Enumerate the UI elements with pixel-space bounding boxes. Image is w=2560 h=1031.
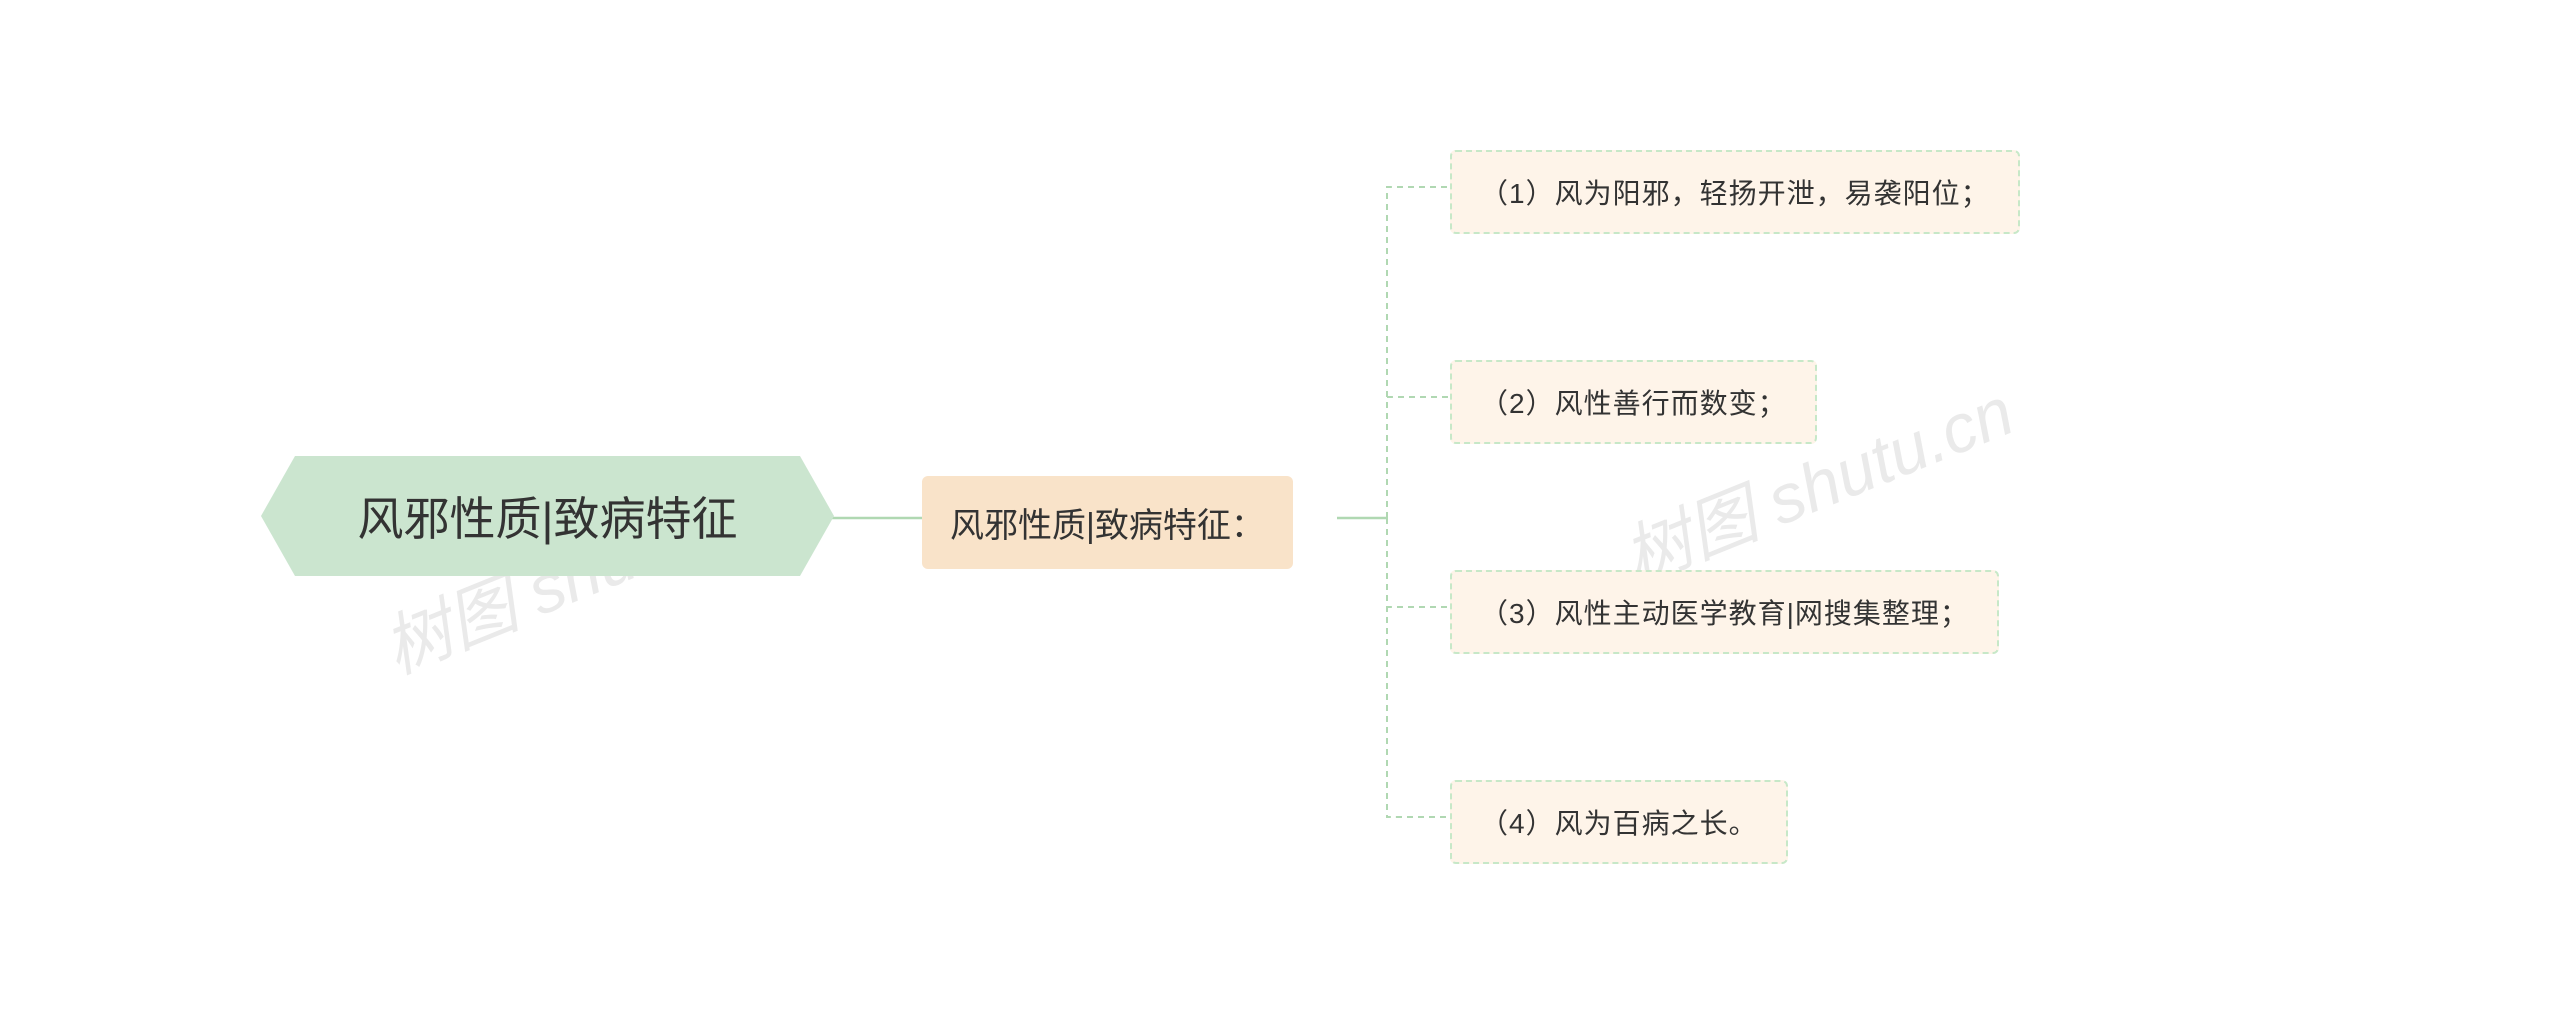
leaf-label: （1）风为阳邪，轻扬开泄，易袭阳位； [1480,178,1990,209]
connector-root-branch [828,510,928,530]
leaf-label: （2）风性善行而数变； [1480,388,1787,419]
leaf-label: （4）风为百病之长。 [1480,808,1758,839]
root-node: 风邪性质|致病特征 [295,456,800,576]
leaf-node-2: （2）风性善行而数变； [1450,360,1817,444]
branch-node: 风邪性质|致病特征： [922,476,1293,569]
leaf-label: （3）风性主动医学教育|网搜集整理； [1480,598,1969,629]
root-label: 风邪性质|致病特征 [340,483,756,549]
connector-branch-leaves [1337,150,1457,870]
leaf-node-1: （1）风为阳邪，轻扬开泄，易袭阳位； [1450,150,2020,234]
branch-label: 风邪性质|致病特征： [950,507,1265,545]
leaf-node-4: （4）风为百病之长。 [1450,780,1788,864]
leaf-node-3: （3）风性主动医学教育|网搜集整理； [1450,570,1999,654]
